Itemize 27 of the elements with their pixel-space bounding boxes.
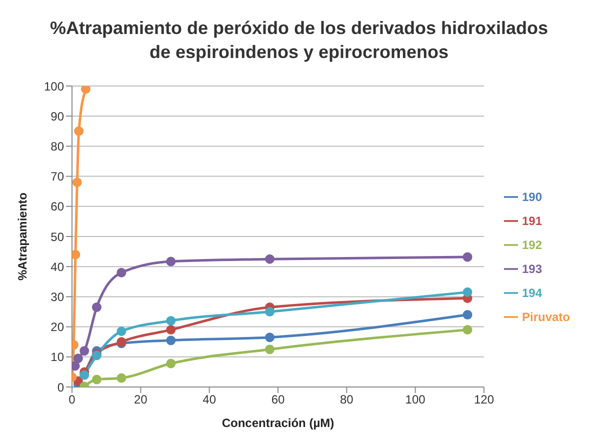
y-tick-label: 70 — [50, 170, 64, 184]
x-tick-label: 20 — [134, 392, 148, 407]
chart-title: %Atrapamiento de peróxido de los derivados hidroxilados de espiroindenos y epirocromenos — [48, 17, 550, 64]
x-axis-title: Concentración (µM) — [222, 416, 334, 430]
y-axis-title: %Atrapamiento — [15, 192, 30, 281]
x-tick-label: 80 — [340, 392, 354, 407]
x-tick-label: 120 — [474, 392, 494, 407]
legend-label: Piruvato — [522, 310, 570, 324]
y-tick-label: 30 — [50, 290, 64, 304]
y-tick-label: 0 — [57, 380, 64, 394]
y-tick-label: 40 — [50, 260, 64, 274]
y-tick-label: 20 — [50, 320, 64, 334]
x-tick-label: 0 — [68, 392, 76, 407]
legend-label: 192 — [522, 238, 542, 252]
legend-label: 190 — [522, 190, 542, 204]
legend-label: 194 — [522, 286, 542, 300]
y-tick-label: 100 — [44, 79, 64, 94]
legend-label: 191 — [522, 214, 542, 228]
x-tick-label: 100 — [405, 392, 426, 407]
x-tick-label: 60 — [271, 392, 285, 407]
y-tick-label: 10 — [50, 350, 64, 364]
y-tick-label: 50 — [50, 230, 64, 244]
y-tick-label: 60 — [50, 200, 64, 214]
x-tick-label: 40 — [202, 392, 216, 407]
y-tick-label: 80 — [50, 139, 64, 154]
legend-label: 193 — [522, 262, 542, 276]
y-tick-label: 90 — [50, 109, 64, 124]
